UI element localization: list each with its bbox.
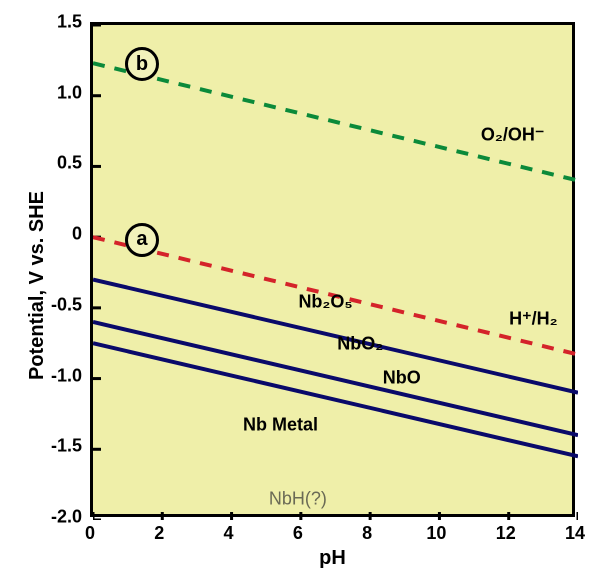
- x-tick-label: 14: [565, 523, 585, 544]
- y-tick-label: -0.5: [51, 294, 82, 315]
- x-tick-label: 2: [154, 523, 164, 544]
- x-tick-label: 6: [293, 523, 303, 544]
- x-tick-label: 10: [426, 523, 446, 544]
- y-tick-label: 1.5: [57, 12, 82, 33]
- y-tick-label: 0.5: [57, 153, 82, 174]
- series-O2/OH-: [93, 63, 578, 180]
- x-tick-label: 4: [224, 523, 234, 544]
- plot-area: [90, 22, 575, 517]
- plot-svg: [93, 25, 578, 520]
- region-label-Nb Metal: Nb Metal: [243, 415, 318, 436]
- series-label-NbO: NbO: [383, 368, 421, 389]
- series-label-Nb2O5: Nb₂O₅: [298, 292, 352, 313]
- series-label-H+/H2: H⁺/H₂: [509, 309, 558, 330]
- y-tick-label: 1.0: [57, 82, 82, 103]
- x-tick-label: 12: [496, 523, 516, 544]
- x-tick-label: 0: [85, 523, 95, 544]
- y-tick-label: -1.0: [51, 365, 82, 386]
- series-label-NbO2: NbO₂: [337, 334, 383, 355]
- x-axis-label: pH: [319, 547, 346, 570]
- y-axis-label: Potential, V vs. SHE: [26, 191, 49, 380]
- region-label-NbH(?): NbH(?): [269, 488, 327, 509]
- y-tick-label: -1.5: [51, 436, 82, 457]
- marker-a: a: [125, 223, 159, 257]
- x-tick-label: 8: [362, 523, 372, 544]
- series-label-O2/OH-: O₂/OH⁻: [481, 125, 545, 146]
- y-tick-label: 0: [72, 224, 82, 245]
- chart-figure: Potential, V vs. SHE pH 0 2 4 6 8 10 12 14 -2.0 -…: [0, 0, 605, 581]
- series-NbO: [93, 343, 578, 456]
- y-tick-label: -2.0: [51, 507, 82, 528]
